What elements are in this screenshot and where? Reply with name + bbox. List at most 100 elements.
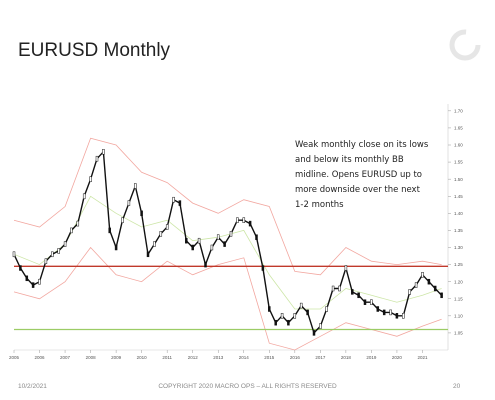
candle-56 xyxy=(370,299,373,305)
candle-34 xyxy=(229,231,233,237)
y-tick-label-11: 1.60 xyxy=(454,143,463,148)
brand-logo-icon xyxy=(449,29,481,61)
candle-46 xyxy=(306,309,309,316)
x-tick-label-10: 2015 xyxy=(264,355,275,360)
candle-37 xyxy=(248,220,252,227)
candle-41 xyxy=(274,319,277,326)
y-tick-label-5: 1.30 xyxy=(454,245,463,250)
y-tick-label-9: 1.50 xyxy=(454,177,463,182)
candle-11 xyxy=(82,193,86,200)
candle-43 xyxy=(287,319,290,326)
chart-annotation-line-1: Weak monthly close on its lows xyxy=(295,140,429,150)
candle-4 xyxy=(38,278,41,285)
candle-5 xyxy=(44,258,48,264)
slide-footer: 10/2/2021 COPYRIGHT 2020 MACRO OPS – ALL… xyxy=(0,383,495,395)
candle-55 xyxy=(363,299,367,305)
candle-63 xyxy=(414,282,418,288)
candle-32 xyxy=(216,234,220,240)
band-line-0 xyxy=(13,137,442,276)
candle-62 xyxy=(408,289,411,295)
y-tick-label-2: 1.15 xyxy=(454,296,463,301)
candle-29 xyxy=(197,237,201,244)
candle-16 xyxy=(114,244,118,251)
y-tick-label-8: 1.45 xyxy=(454,194,463,199)
x-tick-label-15: 2020 xyxy=(392,355,403,360)
y-tick-label-4: 1.25 xyxy=(454,262,463,267)
x-tick-label-1: 2006 xyxy=(35,355,46,360)
candle-42 xyxy=(280,313,284,319)
candle-9 xyxy=(70,227,73,234)
chart-annotation-line-4: more downside over the next xyxy=(295,185,421,195)
candle-67 xyxy=(440,292,443,299)
candle-54 xyxy=(357,292,360,299)
candle-48 xyxy=(319,323,322,329)
candle-2 xyxy=(25,275,29,282)
candle-33 xyxy=(223,241,226,247)
slide-title: EURUSD Monthly xyxy=(18,40,171,61)
horizontal-levels xyxy=(14,265,448,331)
candle-12 xyxy=(89,176,92,182)
x-tick-label-4: 2009 xyxy=(111,355,122,360)
x-tick-label-14: 2019 xyxy=(366,355,377,360)
y-tick-label-13: 1.70 xyxy=(454,108,463,113)
band-line-2 xyxy=(13,246,442,351)
plot-area xyxy=(14,104,448,350)
candle-52 xyxy=(344,265,348,271)
candle-19 xyxy=(134,183,137,189)
candle-38 xyxy=(255,234,258,240)
candle-14 xyxy=(102,149,105,155)
candle-8 xyxy=(63,241,67,247)
candle-15 xyxy=(108,227,111,234)
candle-10 xyxy=(76,220,80,227)
candle-45 xyxy=(299,302,303,309)
candle-53 xyxy=(351,289,354,295)
x-axis-ticks: 2005 2006 2007 2008 2009 2010 2011 2012 2013 2014… xyxy=(9,350,428,360)
x-tick-label-16: 2021 xyxy=(417,355,428,360)
x-tick-label-8: 2013 xyxy=(213,355,224,360)
footer-date: 10/2/2021 xyxy=(18,383,47,390)
candle-57 xyxy=(376,306,380,312)
candle-31 xyxy=(210,244,214,251)
candle-18 xyxy=(127,200,131,206)
x-tick-label-9: 2014 xyxy=(239,355,250,360)
candle-50 xyxy=(331,285,335,292)
page-number: 20 xyxy=(453,383,461,390)
candle-21 xyxy=(146,251,150,258)
y-tick-label-1: 1.10 xyxy=(454,313,463,318)
candle-66 xyxy=(433,285,437,292)
candle-47 xyxy=(312,330,316,336)
candle-1 xyxy=(19,265,22,271)
price-series xyxy=(12,149,443,336)
candle-24 xyxy=(165,224,169,230)
y-tick-label-7: 1.40 xyxy=(454,211,463,216)
candle-30 xyxy=(204,261,207,268)
x-tick-label-11: 2016 xyxy=(290,355,301,360)
candle-3 xyxy=(31,282,35,288)
candle-58 xyxy=(382,309,386,316)
candle-35 xyxy=(236,217,239,223)
y-tick-label-10: 1.55 xyxy=(454,160,463,165)
candle-28 xyxy=(191,244,194,251)
candle-25 xyxy=(172,196,175,203)
candle-0 xyxy=(12,251,16,258)
x-tick-label-0: 2005 xyxy=(9,355,20,360)
candle-20 xyxy=(140,210,143,217)
candle-61 xyxy=(402,313,405,319)
chart-annotation-line-3: midline. Opens EURUSD up to xyxy=(295,170,422,180)
candle-22 xyxy=(153,241,156,247)
candle-6 xyxy=(51,251,54,258)
candle-51 xyxy=(338,285,341,292)
candle-49 xyxy=(325,306,328,312)
candle-59 xyxy=(389,309,392,316)
x-tick-label-7: 2012 xyxy=(188,355,199,360)
x-tick-label-3: 2008 xyxy=(86,355,97,360)
y-tick-label-3: 1.20 xyxy=(454,279,463,284)
candle-39 xyxy=(261,265,265,271)
y-axis-ticks: 1.05 1.10 1.15 1.20 1.25 1.30 1.35 1.40 1.45 1.50… xyxy=(448,108,463,336)
candle-60 xyxy=(395,313,399,319)
chart-annotation-line-2: and below its monthly BB xyxy=(295,155,404,165)
y-tick-label-12: 1.65 xyxy=(454,126,463,131)
candle-13 xyxy=(95,155,99,162)
x-tick-label-5: 2010 xyxy=(137,355,148,360)
